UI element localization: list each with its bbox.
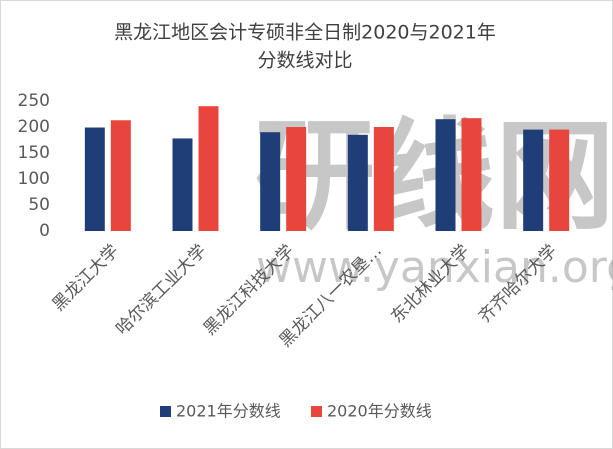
y-tick-label: 250 <box>18 91 50 111</box>
bar <box>84 127 105 231</box>
bar <box>198 106 219 231</box>
bar <box>549 129 570 231</box>
bar <box>347 134 368 231</box>
bar <box>260 132 281 231</box>
bar <box>461 118 482 231</box>
y-tick-label: 50 <box>28 195 50 215</box>
legend-swatch <box>311 406 322 417</box>
watermark: www.yanxian.org <box>256 242 613 293</box>
bar <box>373 127 394 231</box>
legend-label: 2020年分数线 <box>327 402 432 421</box>
bar <box>435 119 456 231</box>
bar <box>286 127 307 231</box>
bar <box>110 120 131 231</box>
y-tick-label: 100 <box>18 169 50 189</box>
y-tick-label: 150 <box>18 143 50 163</box>
bar <box>523 129 544 231</box>
legend-swatch <box>160 406 171 417</box>
y-tick-label: 200 <box>18 117 50 137</box>
legend-label: 2021年分数线 <box>176 402 281 421</box>
y-tick-label: 0 <box>39 221 50 241</box>
chart-title: 黑龙江地区会计专硕非全日制2020与2021年 <box>114 22 496 44</box>
chart-title: 分数线对比 <box>257 50 352 72</box>
bar <box>172 138 193 231</box>
